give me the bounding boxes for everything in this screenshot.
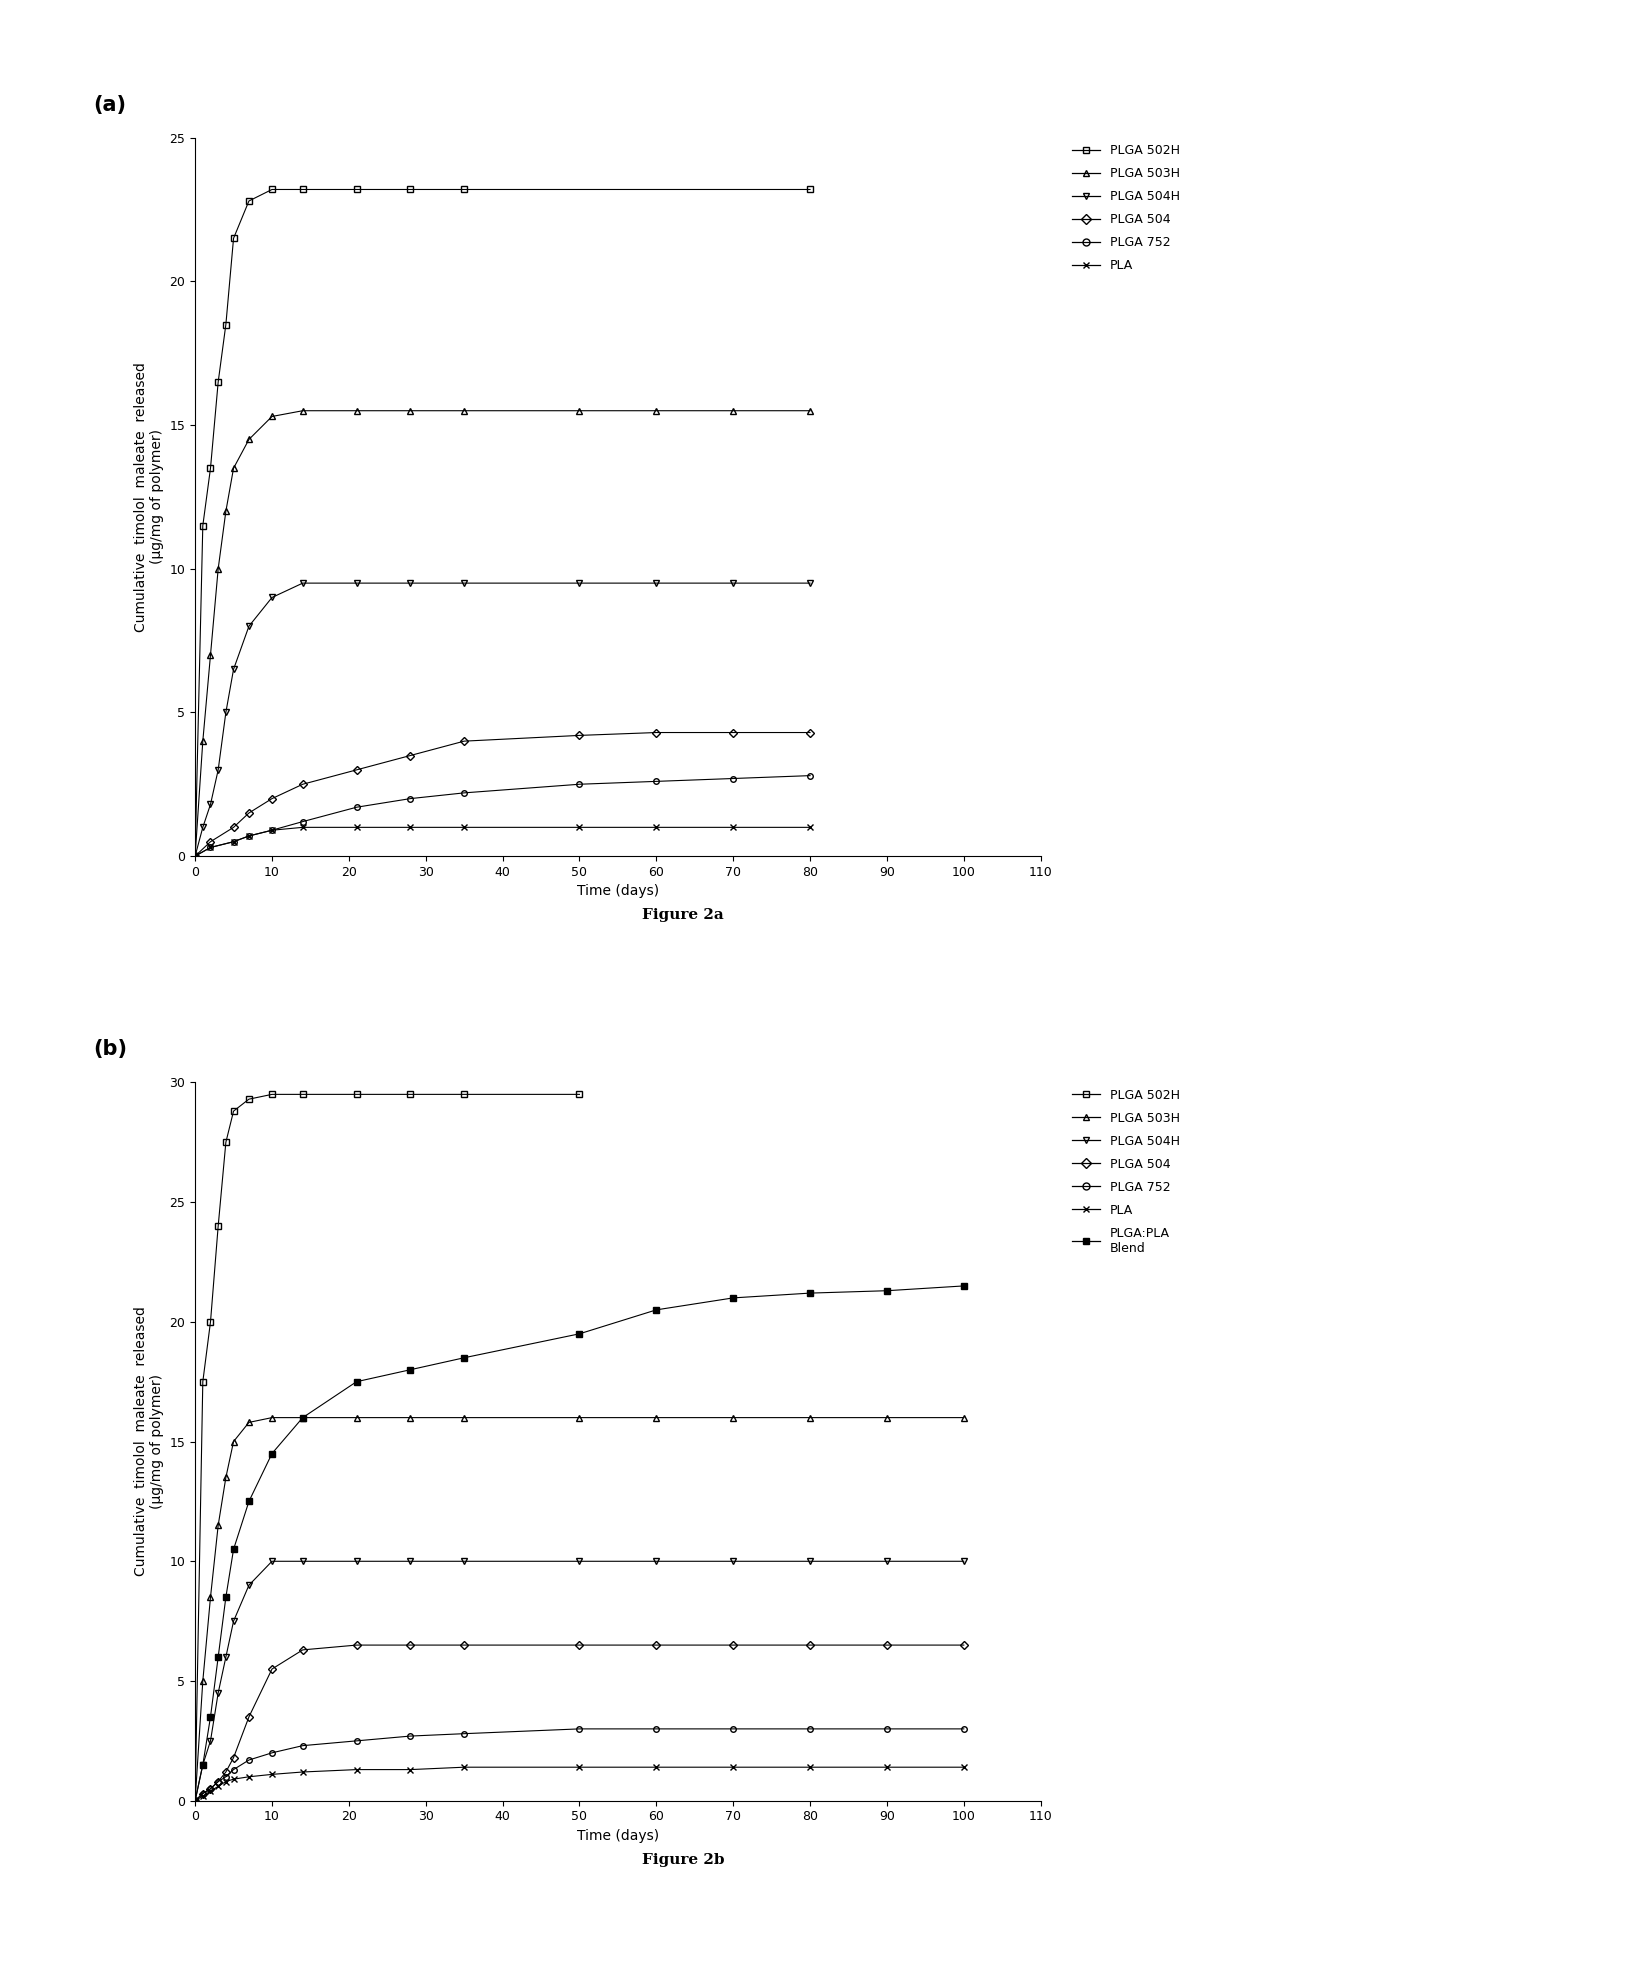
Text: (a): (a) [94,94,127,114]
Text: (b): (b) [94,1039,128,1059]
X-axis label: Time (days): Time (days) [577,884,659,897]
Y-axis label: Cumulative  timolol  maleate  released
(μg/mg of polymer): Cumulative timolol maleate released (μg/… [133,1307,164,1576]
Text: Figure 2b: Figure 2b [642,1852,724,1868]
Legend: PLGA 502H, PLGA 503H, PLGA 504H, PLGA 504, PLGA 752, PLA: PLGA 502H, PLGA 503H, PLGA 504H, PLGA 50… [1072,144,1180,272]
Text: Figure 2a: Figure 2a [642,907,724,923]
X-axis label: Time (days): Time (days) [577,1828,659,1842]
Legend: PLGA 502H, PLGA 503H, PLGA 504H, PLGA 504, PLGA 752, PLA, PLGA:PLA
Blend: PLGA 502H, PLGA 503H, PLGA 504H, PLGA 50… [1072,1088,1180,1256]
Y-axis label: Cumulative  timolol  maleate  released
(μg/mg of polymer): Cumulative timolol maleate released (μg/… [133,362,164,632]
